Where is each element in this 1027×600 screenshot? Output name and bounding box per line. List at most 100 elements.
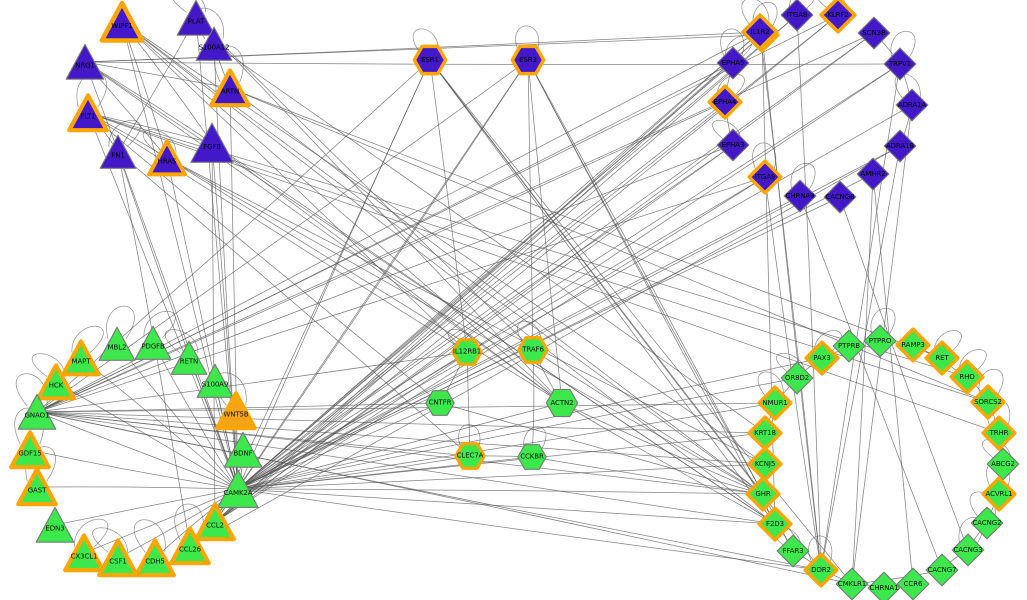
triangle-shape-icon — [35, 506, 75, 543]
network-node-ptpro[interactable]: PTPRO — [863, 324, 897, 358]
network-node-abcg2[interactable]: ABCG2 — [986, 447, 1020, 481]
diamond-shape-icon — [867, 571, 901, 600]
network-node-wipf1[interactable]: WIPF1 — [99, 0, 145, 44]
network-node-mbl2[interactable]: MBL2 — [98, 325, 136, 363]
network-node-clec7a[interactable]: CLEC7A — [454, 441, 486, 471]
network-node-pdgfb[interactable]: PDGFB — [134, 324, 172, 362]
network-node-actn2[interactable]: ACTN2 — [545, 387, 579, 420]
diamond-shape-icon — [780, 0, 814, 32]
self-loop-edge — [71, 326, 104, 353]
network-node-klrf2[interactable]: KLRF2 — [819, 0, 857, 34]
self-loop-edge — [720, 28, 745, 59]
network-node-hras[interactable]: HRAS — [147, 139, 187, 177]
edge — [211, 142, 216, 523]
self-loop-edge — [172, 0, 207, 13]
network-node-sorcs2[interactable]: SORCS2 — [970, 384, 1006, 420]
diamond-shape-icon — [857, 16, 891, 50]
network-node-nrg1[interactable]: NRG1 — [65, 42, 105, 82]
network-node-cacng8[interactable]: CACNG8 — [823, 180, 857, 214]
network-node-itga8[interactable]: ITGA8 — [780, 0, 814, 32]
diamond-shape-icon — [895, 327, 931, 363]
self-loop-edge — [515, 25, 540, 56]
diamond-shape-icon — [986, 447, 1020, 481]
network-node-gdf15[interactable]: GDF15 — [9, 430, 51, 470]
network-node-cacng7[interactable]: CACNG7 — [925, 553, 959, 587]
network-node-trpv1[interactable]: TRPV1 — [883, 47, 917, 81]
network-node-scn3b[interactable]: SCN3B — [857, 16, 891, 50]
network-node-cdh5[interactable]: CDH5 — [134, 538, 176, 578]
network-node-bdnf[interactable]: BDNF — [223, 430, 263, 470]
diamond-shape-icon — [819, 0, 857, 34]
triangle-shape-icon — [190, 122, 234, 163]
edge — [152, 342, 239, 490]
edge — [121, 21, 766, 465]
network-node-epha3[interactable]: EPHA3 — [716, 128, 750, 162]
network-node-ccr6[interactable]: CCR6 — [896, 567, 930, 600]
triangle-shape-icon — [170, 340, 208, 375]
edge — [237, 357, 823, 490]
edge — [237, 176, 766, 490]
network-node-il12rb1[interactable]: IL12RB1 — [451, 337, 483, 367]
triangle-shape-icon — [215, 391, 257, 431]
network-node-cmklr1[interactable]: CMKLR1 — [835, 567, 869, 600]
network-node-cckbr[interactable]: CCKBR — [517, 442, 547, 472]
self-loop-edge — [958, 516, 984, 546]
network-node-wnt5b[interactable]: WNT5B — [215, 391, 257, 431]
diamond-shape-icon — [949, 359, 985, 395]
edge — [36, 176, 766, 413]
network-node-epha5[interactable]: EPHA5 — [716, 46, 750, 80]
network-node-fn1[interactable]: FN1 — [99, 133, 137, 171]
diamond-shape-icon — [970, 506, 1004, 540]
network-node-esr2[interactable]: ESR2 — [510, 44, 546, 77]
edge — [36, 411, 766, 465]
network-node-csf1[interactable]: CSF1 — [97, 538, 139, 578]
network-node-ddr2[interactable]: DDR2 — [803, 552, 839, 588]
triangle-shape-icon — [67, 93, 109, 133]
triangle-shape-icon — [97, 538, 139, 578]
diamond-shape-icon — [832, 329, 866, 363]
triangle-shape-icon — [134, 325, 172, 360]
network-node-s100a12[interactable]: S100A12 — [195, 25, 233, 63]
network-node-traf6[interactable]: TRAF6 — [517, 335, 549, 365]
edge — [117, 151, 471, 457]
network-node-il1r2[interactable]: IL1R2 — [741, 13, 779, 51]
hexagon-shape-icon — [451, 338, 483, 366]
network-node-ccl26[interactable]: CCL26 — [169, 526, 211, 566]
network-node-trhr[interactable]: TRHR — [981, 415, 1017, 451]
edge — [36, 59, 529, 413]
network-node-itga9[interactable]: ITGA9 — [747, 159, 783, 195]
diamond-shape-icon — [716, 46, 750, 80]
self-loop-edge — [818, 0, 847, 11]
network-node-fgf6[interactable]: FGF6 — [190, 121, 235, 166]
self-loop-edge — [978, 368, 1004, 398]
edge — [531, 456, 764, 495]
network-node-artn[interactable]: ARTN — [209, 68, 251, 108]
network-node-cntfr[interactable]: CNTFR — [425, 388, 455, 418]
triangle-shape-icon — [65, 43, 105, 80]
network-node-nmur1[interactable]: NMUR1 — [757, 385, 793, 421]
network-node-epha4[interactable]: EPHA4 — [707, 84, 743, 120]
network-node-gnao1[interactable]: GNAO1 — [17, 392, 57, 432]
network-node-kcnj5[interactable]: KCNJ5 — [747, 446, 783, 482]
self-loop-edge — [108, 120, 141, 147]
edge — [237, 377, 798, 490]
edge — [211, 142, 563, 404]
diamond-shape-icon — [747, 159, 783, 195]
network-node-esr1[interactable]: ESR1 — [412, 44, 448, 77]
network-node-ghr[interactable]: GHR — [745, 476, 781, 512]
triangle-shape-icon — [169, 526, 211, 566]
edge — [121, 21, 764, 495]
self-loop-edge — [458, 424, 481, 452]
diamond-shape-icon — [745, 476, 781, 512]
network-node-amhr2[interactable]: AMHR2 — [856, 157, 890, 191]
network-node-adra1a[interactable]: ADRA1A — [895, 88, 929, 122]
triangle-shape-icon — [134, 538, 176, 578]
self-loop-edge — [73, 518, 109, 548]
network-node-flt1[interactable]: FLT1 — [67, 93, 109, 133]
network-node-chrna9[interactable]: CHRNA9 — [783, 179, 817, 213]
network-node-gast[interactable]: GAST — [16, 467, 58, 507]
self-loop-edge — [214, 45, 244, 83]
network-node-krt18[interactable]: KRT18 — [747, 415, 783, 451]
edge — [851, 173, 874, 585]
edge — [84, 61, 239, 490]
